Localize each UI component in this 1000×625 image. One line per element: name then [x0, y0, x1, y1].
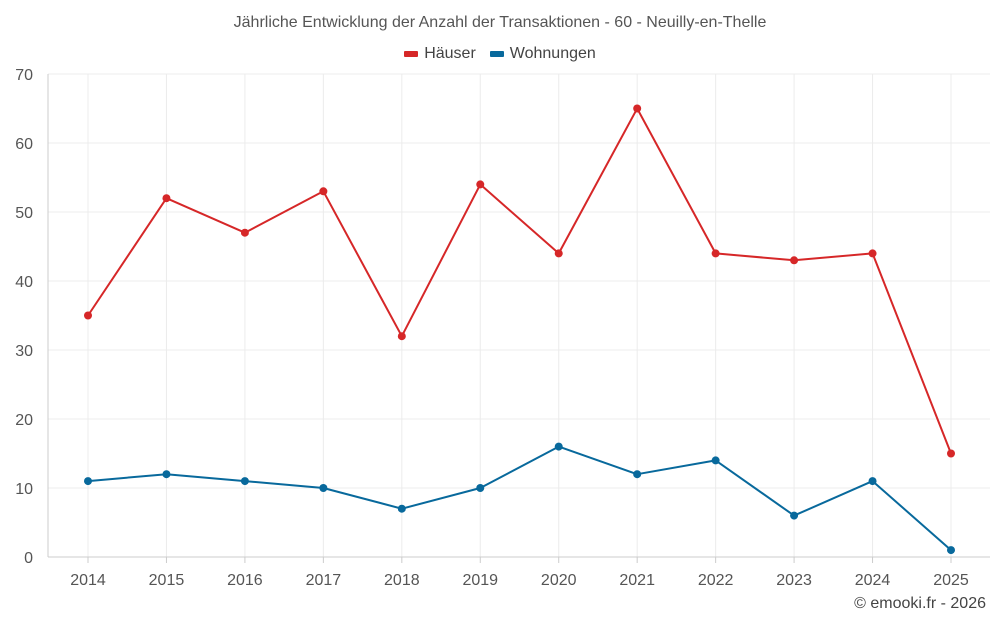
x-tick-label-2019: 2019: [462, 572, 498, 589]
data-point-haeuser-2016: [240, 228, 249, 237]
data-point-wohnungen-2015: [162, 470, 171, 479]
series-line-wohnungen: [87, 445, 952, 552]
data-point-wohnungen-2019: [476, 484, 485, 492]
x-tick-label-2024: 2024: [855, 572, 891, 589]
legend-swatch-haeuser: [404, 51, 419, 57]
chart-title: Jährliche Entwicklung der Anzahl der Tra…: [233, 14, 767, 31]
data-point-haeuser-2024: [868, 249, 877, 258]
data-point-haeuser-2025: [947, 449, 955, 458]
legend-label-haeuser: Häuser: [424, 45, 476, 62]
legend: Häuser Wohnungen: [0, 45, 1000, 63]
copyright-text: © emooki.fr - 2026: [854, 595, 986, 612]
x-tick-label-2022: 2022: [698, 572, 734, 589]
data-point-haeuser-2015: [162, 194, 171, 203]
x-tick-label-2020: 2020: [541, 572, 577, 589]
y-tick-label-10: 10: [15, 481, 33, 498]
series-line-haeuser: [87, 107, 952, 455]
legend-swatch-wohnungen: [489, 51, 504, 57]
x-tick-label-2014: 2014: [70, 572, 106, 589]
data-point-haeuser-2021: [633, 104, 642, 113]
y-tick-label-60: 60: [15, 136, 33, 153]
data-point-wohnungen-2014: [84, 477, 92, 486]
data-point-wohnungen-2024: [868, 477, 877, 486]
x-tick-label-2015: 2015: [149, 572, 185, 589]
data-point-wohnungen-2020: [554, 442, 563, 451]
y-tick-label-50: 50: [15, 205, 33, 222]
x-tick-label-2021: 2021: [619, 572, 655, 589]
legend-label-wohnungen: Wohnungen: [509, 45, 596, 62]
legend-item-haeuser[interactable]: Häuser: [404, 45, 476, 63]
y-tick-label-20: 20: [15, 412, 33, 429]
y-tick-label-40: 40: [15, 274, 33, 291]
data-point-haeuser-2023: [790, 256, 799, 265]
data-point-haeuser-2014: [84, 311, 92, 320]
data-point-wohnungen-2022: [711, 456, 720, 465]
data-point-haeuser-2020: [554, 249, 563, 258]
y-tick-label-30: 30: [15, 343, 33, 360]
legend-item-wohnungen[interactable]: Wohnungen: [489, 45, 596, 63]
y-tick-label-70: 70: [15, 67, 33, 84]
data-point-haeuser-2018: [397, 332, 406, 341]
data-point-haeuser-2017: [319, 187, 328, 196]
data-point-wohnungen-2017: [319, 484, 328, 492]
x-tick-label-2016: 2016: [227, 572, 263, 589]
data-point-wohnungen-2025: [947, 546, 955, 555]
x-tick-label-2025: 2025: [933, 572, 969, 589]
x-tick-label-2023: 2023: [776, 572, 812, 589]
x-tick-label-2018: 2018: [384, 572, 420, 589]
data-point-haeuser-2019: [476, 180, 485, 189]
data-point-wohnungen-2018: [397, 504, 406, 513]
data-point-wohnungen-2023: [790, 511, 799, 520]
y-tick-label-0: 0: [24, 550, 33, 567]
data-point-wohnungen-2016: [240, 477, 249, 486]
data-point-wohnungen-2021: [633, 470, 642, 479]
x-tick-label-2017: 2017: [306, 572, 342, 589]
data-point-haeuser-2022: [711, 249, 720, 258]
